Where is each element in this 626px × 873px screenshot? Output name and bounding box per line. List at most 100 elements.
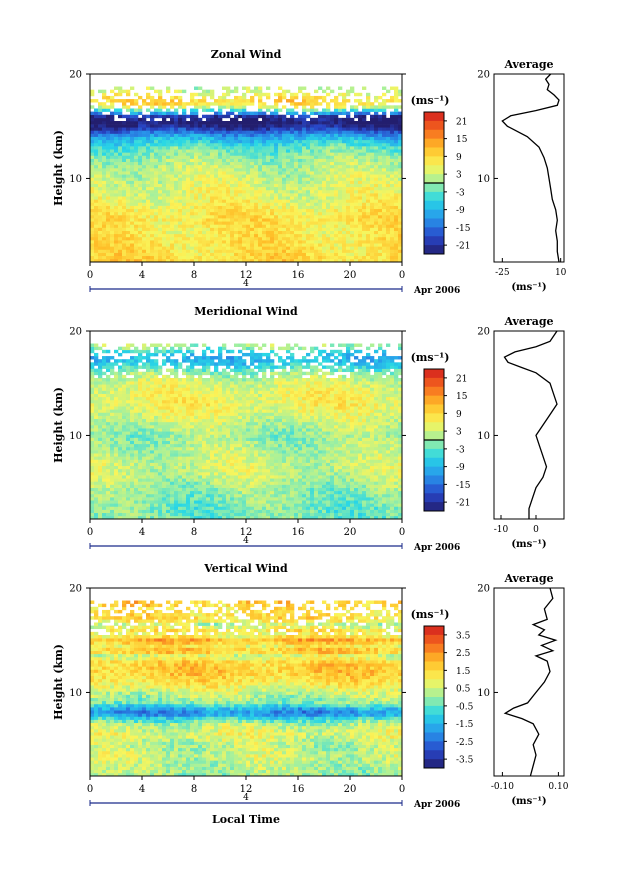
average-profile: Average 10 20 -10 0 (ms⁻¹): [477, 315, 565, 550]
x-tick-label: 12: [240, 527, 253, 538]
y-axis-label: Height (km): [52, 387, 65, 463]
y-axis-label: Height (km): [52, 130, 65, 206]
colorbar-tick-label: 21: [456, 117, 467, 127]
profile-title: Average: [503, 572, 553, 585]
colorbar-tick-label: -3: [456, 188, 465, 198]
x-tick-label: 0: [87, 270, 93, 281]
y-tick-label: 10: [69, 174, 82, 185]
profile-x-tick-label: -10: [494, 525, 509, 535]
panel-2: Meridional Wind 10 20 Height (km) 0 4 8 12 16 20 0…: [52, 305, 565, 553]
colorbar-frame: [423, 625, 445, 769]
profile-x-tick-label: 0: [533, 525, 539, 535]
x-tick-label: 8: [191, 784, 197, 795]
y-tick-label: 10: [69, 688, 82, 699]
x-tick-label: 20: [344, 527, 357, 538]
profile-y-tick-label: 20: [477, 584, 490, 595]
profile-x-label: (ms⁻¹): [511, 539, 546, 550]
y-tick-label: 20: [69, 327, 82, 338]
profile-x-tick-label: -25: [495, 268, 510, 278]
x-tick-label: 12: [240, 270, 253, 281]
profile-line: [501, 73, 560, 263]
panel-1: Zonal Wind 10 20 Height (km) 0 4 8 12 16 20 0 4 Apr …: [52, 48, 567, 296]
x-tick-label: 16: [292, 784, 305, 795]
colorbar-tick-label: 1.5: [456, 667, 471, 677]
x-tick-label: 0: [399, 784, 405, 795]
y-axis-label: Height (km): [52, 644, 65, 720]
profile-x-tick-label: 10: [555, 268, 567, 278]
colorbar-tick-label: -3: [456, 445, 465, 455]
colorbar-tick-label: -2.5: [456, 738, 474, 748]
average-profile: Average 10 20 -0.10 0.10(ms⁻¹): [477, 572, 568, 807]
x-tick-label: 8: [191, 527, 197, 538]
profile-x-label: (ms⁻¹): [511, 282, 546, 293]
profile-y-tick-label: 10: [477, 174, 490, 185]
x-tick-label: 20: [344, 784, 357, 795]
profile-frame: [493, 73, 565, 263]
colorbar-tick-label: 15: [456, 135, 468, 145]
colorbar-unit-label: (ms⁻¹): [411, 94, 450, 107]
x-tick-label: 0: [87, 527, 93, 538]
colorbar-tick-label: -9: [456, 463, 465, 473]
profile-frame: [493, 587, 565, 777]
panel-title: Vertical Wind: [203, 562, 288, 575]
y-tick-label: 10: [69, 431, 82, 442]
date-label: Apr 2006: [413, 543, 460, 553]
x-tick-label: 0: [399, 270, 405, 281]
profile-y-tick-label: 10: [477, 431, 490, 442]
y-tick-label: 20: [69, 584, 82, 595]
colorbar-tick-label: -21: [456, 242, 471, 252]
colorbar-tick-label: -15: [456, 481, 471, 491]
colorbar-tick-label: 0.5: [456, 685, 471, 695]
colorbar-tick-label: -15: [456, 224, 471, 234]
x-tick-label: 12: [240, 784, 253, 795]
colorbar-tick-label: -1.5: [456, 720, 474, 730]
colorbar-unit-label: (ms⁻¹): [411, 608, 450, 621]
colorbar-tick-label: 9: [456, 153, 462, 163]
colorbar-tick-label: 9: [456, 410, 462, 420]
colorbar: 21 15 9 3 -3 -9 -15 -21: [423, 111, 471, 255]
colorbar-tick-label: -21: [456, 499, 471, 509]
x-tick-label: 8: [191, 270, 197, 281]
x-tick-label: 20: [344, 270, 357, 281]
colorbar-tick-label: 3: [456, 428, 462, 438]
profile-line: [503, 587, 558, 777]
profile-y-tick-label: 10: [477, 688, 490, 699]
day-label: 4: [243, 793, 249, 803]
x-axis-title: Local Time: [212, 813, 280, 826]
colorbar-tick-label: 2.5: [456, 649, 471, 659]
colorbar: 21 15 9 3 -3 -9 -15 -21: [423, 368, 471, 512]
colorbar-tick-label: -3.5: [456, 756, 474, 766]
panel-title: Zonal Wind: [211, 48, 282, 61]
y-tick-label: 20: [69, 70, 82, 81]
colorbar-tick-label: -9: [456, 206, 465, 216]
colorbar-unit-label: (ms⁻¹): [411, 351, 450, 364]
x-tick-label: 0: [399, 527, 405, 538]
profile-line: [503, 330, 558, 519]
average-profile: Average 10 20 -25 10 (ms⁻¹): [477, 58, 566, 293]
day-label: 4: [243, 279, 249, 289]
profile-y-tick-label: 20: [477, 327, 490, 338]
colorbar-tick-label: 15: [456, 392, 468, 402]
x-tick-label: 16: [292, 527, 305, 538]
profile-title: Average: [503, 58, 553, 71]
profile-x-tick-label: 0.10: [548, 782, 568, 792]
profile-x-label: (ms⁻¹): [511, 796, 546, 807]
colorbar: 3.5 2.5 1.5 0.5 -0.5 -1.5 -2.5 -3.5: [423, 625, 474, 769]
profile-title: Average: [503, 315, 553, 328]
day-label: 4: [243, 536, 249, 546]
colorbar-tick-label: 21: [456, 374, 467, 384]
date-label: Apr 2006: [413, 800, 460, 810]
panel-title: Meridional Wind: [194, 305, 298, 318]
profile-frame: [493, 330, 565, 520]
colorbar-tick-label: 3.5: [456, 631, 471, 641]
profile-y-tick-label: 20: [477, 70, 490, 81]
x-tick-label: 16: [292, 270, 305, 281]
x-tick-label: 4: [139, 784, 145, 795]
x-tick-label: 0: [87, 784, 93, 795]
colorbar-tick-label: -0.5: [456, 702, 474, 712]
profile-x-tick-label: -0.10: [491, 782, 514, 792]
x-tick-label: 4: [139, 270, 145, 281]
heatmap-cells: [90, 343, 403, 520]
colorbar-tick-label: 3: [456, 171, 462, 181]
